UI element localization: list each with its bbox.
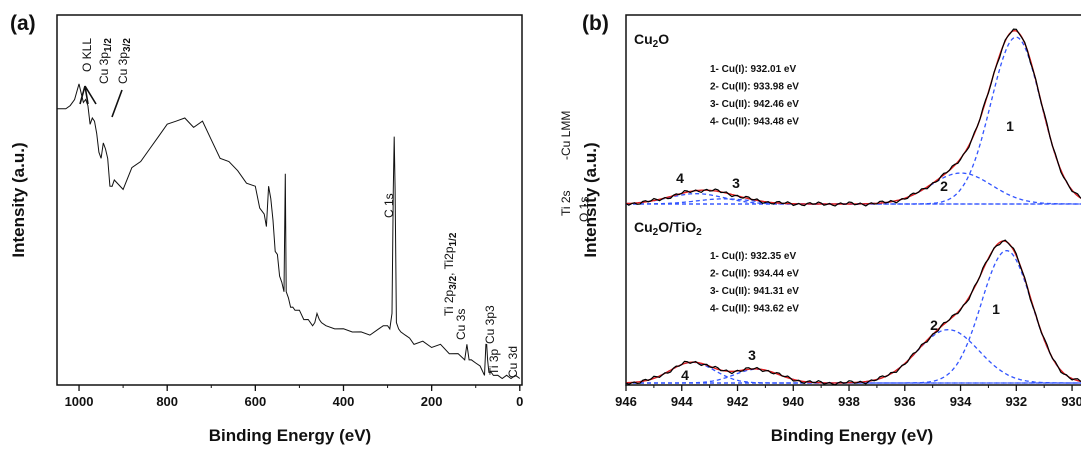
peak-number-1: 1 bbox=[1006, 118, 1014, 134]
panel-a-survey-spectrum: (a) 1000 800 600 400 200 0 Binding Energy (eV… bbox=[9, 12, 591, 445]
peak-label-cu-3s: Cu 3s bbox=[454, 309, 468, 340]
panel-b-x-axis-title: Binding Energy (eV) bbox=[771, 426, 933, 445]
panel-a-x-tick-label: 600 bbox=[244, 394, 266, 409]
peak-label-cu-3p12-sub: 1/2 bbox=[103, 38, 114, 52]
survey-spectrum-line bbox=[56, 83, 521, 380]
peak-label-ti-2s: Ti 2s bbox=[559, 190, 573, 216]
peak-number-1: 1 bbox=[992, 301, 1000, 317]
panel-a-x-axis-title: Binding Energy (eV) bbox=[209, 426, 371, 445]
panel-a-x-ticks: 1000 800 600 400 200 0 bbox=[65, 385, 523, 409]
fit-label-line: 3- Cu(II): 942.46 eV bbox=[710, 99, 799, 110]
peak-label-cu-3p32: Cu 3p3/2 bbox=[116, 38, 133, 84]
panel-b-label: (b) bbox=[582, 12, 609, 35]
fit-label-line: 2- Cu(II): 934.44 eV bbox=[710, 269, 799, 280]
component-peak-3 bbox=[626, 368, 1081, 384]
panel-a-x-tick-label: 1000 bbox=[65, 394, 94, 409]
peak-number-2: 2 bbox=[940, 178, 948, 194]
panel-b-x-tick-label: 944 bbox=[671, 394, 693, 409]
fit-label-line: 4- Cu(II): 943.48 eV bbox=[710, 117, 799, 128]
peak-label-ti-2p32-sub: 3/2 bbox=[448, 275, 459, 289]
cu2o-o: O bbox=[658, 31, 669, 47]
cu2o-cu: Cu bbox=[634, 31, 653, 47]
panel-a-x-tick-label: 200 bbox=[421, 394, 443, 409]
component-peak-4 bbox=[625, 193, 1081, 205]
panel-a-x-tick-label: 400 bbox=[333, 394, 355, 409]
panel-a-x-tick-label: 0 bbox=[516, 394, 523, 409]
fit-result-labels: 1- Cu(I): 932.01 eV 2- Cu(II): 933.98 eV 3… bbox=[710, 64, 799, 315]
sample-label-cu2o: Cu2O bbox=[634, 31, 669, 50]
peak-label-cu-lmm: -Cu LMM bbox=[559, 111, 573, 160]
measured-spectrum bbox=[625, 239, 1081, 386]
panel-b-cu2p-spectra: (b) 946 944 942 940 938 936 934 932 930 Cu2O Cu2… bbox=[581, 12, 1081, 445]
panel-b-x-tick-label: 930 bbox=[1061, 394, 1081, 409]
peak-label-ti-2p12-sub: 1/2 bbox=[448, 232, 459, 246]
component-peak-2 bbox=[626, 172, 1081, 205]
peak-label-ti-3p: Ti 3p bbox=[487, 348, 501, 375]
panel-b-x-tick-label: 938 bbox=[838, 394, 860, 409]
peak-number-3: 3 bbox=[732, 175, 740, 191]
fit-label-line: 1- Cu(I): 932.01 eV bbox=[710, 64, 796, 75]
panel-b-frame bbox=[625, 14, 1081, 386]
component-peak-2 bbox=[626, 329, 1081, 384]
panel-b-x-ticks: 946 944 942 940 938 936 934 932 930 bbox=[615, 385, 1081, 409]
fit-label-line: 1- Cu(I): 932.35 eV bbox=[710, 251, 796, 262]
panel-b-x-tick-label: 942 bbox=[727, 394, 749, 409]
cu2o-sub: 2 bbox=[653, 39, 659, 50]
cu2otio2-cu: Cu bbox=[634, 219, 653, 235]
panel-b-curves bbox=[625, 28, 1081, 386]
peak-label-ti-2p: Ti 2p3/2, Ti2p1/2 bbox=[442, 232, 459, 316]
cu2otio2-rest: O/TiO bbox=[658, 219, 696, 235]
peak-label-cu-3p3: Cu 3p3 bbox=[483, 305, 497, 344]
panel-a-y-axis-title: Intensity (a.u.) bbox=[9, 142, 28, 257]
panel-a-frame bbox=[56, 14, 523, 386]
sample-label-cu2o-tio2: Cu2O/TiO2 bbox=[634, 219, 702, 238]
peak-label-cu-3p32-sub: 3/2 bbox=[122, 38, 133, 52]
peak-label-cu-3d: Cu 3d bbox=[506, 346, 520, 378]
peak-label-o-1s: O 1s bbox=[577, 197, 591, 222]
fit-label-line: 3- Cu(II): 941.31 eV bbox=[710, 286, 799, 297]
o-kll-arrows bbox=[79, 85, 123, 118]
peak-number-2: 2 bbox=[930, 317, 938, 333]
panel-b-x-tick-label: 934 bbox=[950, 394, 972, 409]
component-peak-1 bbox=[626, 249, 1081, 384]
panel-b-x-tick-label: 946 bbox=[615, 394, 637, 409]
peak-label-ti-2p12: , Ti2p bbox=[442, 246, 456, 276]
peak-label-c-1s: C 1s bbox=[382, 193, 396, 218]
component-peak-1 bbox=[626, 36, 1081, 205]
panel-a-label: (a) bbox=[10, 12, 36, 35]
peak-label-cu-3p12-main: Cu 3p bbox=[97, 52, 111, 84]
peak-label-o-kll: O KLL bbox=[80, 38, 94, 72]
peak-number-3: 3 bbox=[748, 347, 756, 363]
panel-b-x-tick-label: 936 bbox=[894, 394, 916, 409]
panel-b-y-axis-title: Intensity (a.u.) bbox=[581, 142, 600, 257]
panel-a-x-tick-label: 800 bbox=[156, 394, 178, 409]
panel-b-x-tick-label: 932 bbox=[1005, 394, 1027, 409]
peak-label-cu-3p12: Cu 3p1/2 bbox=[97, 38, 114, 84]
panel-b-x-tick-label: 940 bbox=[782, 394, 804, 409]
peak-number-4: 4 bbox=[681, 367, 689, 383]
fit-label-line: 4- Cu(II): 943.62 eV bbox=[710, 304, 799, 315]
peak-number-4: 4 bbox=[676, 170, 684, 186]
peak-numbers: 1 2 3 4 1 2 3 4 bbox=[676, 118, 1014, 383]
peak-label-cu-3p32-main: Cu 3p bbox=[116, 52, 130, 84]
measured-spectrum bbox=[625, 28, 1081, 207]
cu2otio2-sub2: 2 bbox=[696, 227, 702, 238]
fit-label-line: 2- Cu(II): 933.98 eV bbox=[710, 82, 799, 93]
component-peak-4 bbox=[625, 361, 1081, 384]
peak-label-ti-2p32: Ti 2p bbox=[442, 289, 456, 316]
cu2otio2-sub1: 2 bbox=[653, 227, 659, 238]
